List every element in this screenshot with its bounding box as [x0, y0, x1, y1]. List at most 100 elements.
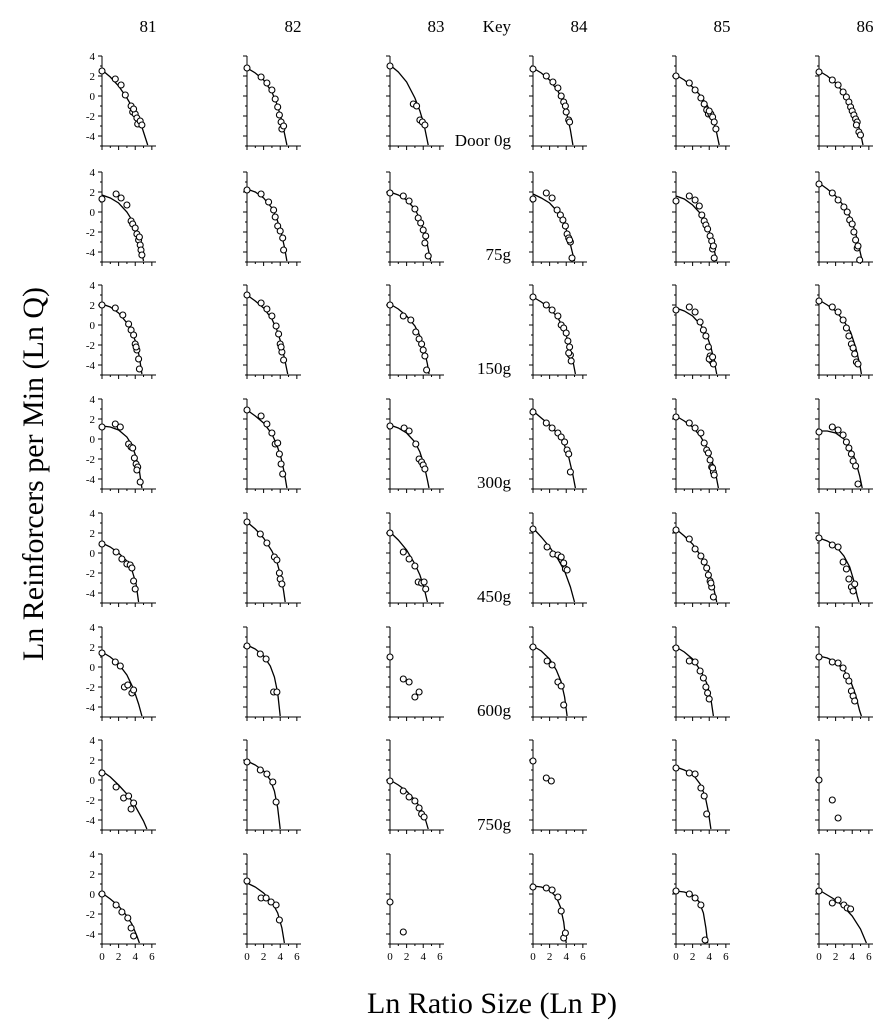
y-tick-label: 2	[90, 642, 96, 654]
panel: -4 -2 0 2 4	[86, 167, 156, 266]
panel: -4 -2 0 2 4	[86, 735, 156, 834]
data-point	[700, 792, 708, 800]
data-point	[691, 424, 699, 432]
x-tick-label: 0	[673, 951, 679, 963]
data-point	[839, 558, 847, 566]
data-point	[562, 329, 570, 337]
data-point	[839, 88, 847, 96]
data-point	[412, 440, 420, 448]
y-tick-label: -4	[86, 474, 96, 486]
panel	[386, 55, 444, 150]
data-point	[815, 428, 823, 436]
data-point	[265, 198, 273, 206]
panel	[386, 398, 444, 493]
data-point	[548, 886, 556, 894]
data-point	[549, 78, 557, 86]
data-point	[263, 305, 271, 313]
data-point	[709, 464, 717, 472]
y-tick-label: 4	[90, 508, 96, 520]
x-tick-label: 2	[690, 951, 696, 963]
panel: -4 -2 0 2 4	[86, 51, 156, 150]
data-point	[568, 254, 576, 262]
data-point	[421, 352, 429, 360]
x-tick-label: 4	[277, 951, 283, 963]
fit-curve	[532, 527, 576, 603]
data-point	[839, 664, 847, 672]
data-point	[125, 792, 133, 800]
data-point	[243, 406, 251, 414]
data-point	[685, 535, 693, 543]
x-tick-label: 2	[404, 951, 410, 963]
y-tick-label: 4	[90, 394, 96, 406]
data-point	[856, 256, 864, 264]
panel	[386, 171, 444, 266]
data-point	[672, 413, 680, 421]
fit-curve	[101, 651, 143, 717]
data-point	[529, 757, 537, 765]
data-point	[845, 332, 853, 340]
data-point	[548, 661, 556, 669]
data-point	[709, 353, 717, 361]
data-point	[557, 92, 565, 100]
panel	[672, 284, 730, 379]
data-point	[854, 242, 862, 250]
fit-curve	[101, 69, 149, 146]
data-point	[136, 478, 144, 486]
data-point	[685, 419, 693, 427]
data-point	[672, 887, 680, 895]
data-point	[542, 774, 550, 782]
data-point	[138, 251, 146, 259]
data-point	[700, 558, 708, 566]
data-point	[130, 331, 138, 339]
data-point	[243, 64, 251, 72]
panel	[815, 626, 873, 721]
fit-curve	[818, 889, 867, 944]
data-point	[710, 254, 718, 262]
data-point	[828, 189, 836, 197]
data-point	[705, 107, 713, 115]
y-tick-label: -4	[86, 929, 96, 941]
data-point	[131, 585, 139, 593]
data-point	[709, 242, 717, 250]
data-point	[707, 579, 715, 587]
data-point	[257, 412, 265, 420]
data-point	[263, 770, 271, 778]
data-point	[672, 306, 680, 314]
data-point	[268, 86, 276, 94]
data-point	[553, 206, 561, 214]
data-point	[691, 196, 699, 204]
data-point	[849, 344, 857, 352]
data-point	[856, 131, 865, 139]
panel	[529, 55, 587, 150]
data-point	[529, 195, 537, 203]
panel	[386, 512, 444, 607]
data-point	[828, 796, 836, 804]
data-point	[566, 343, 574, 351]
data-point	[420, 813, 428, 821]
y-tick-label: 2	[90, 300, 96, 312]
y-tick-label: 0	[90, 548, 96, 560]
data-point	[834, 659, 842, 667]
data-point	[834, 896, 842, 904]
data-point	[672, 764, 680, 772]
y-tick-label: 4	[90, 167, 96, 179]
data-point	[547, 777, 555, 785]
data-point	[828, 423, 836, 431]
x-tick-label: 2	[547, 951, 553, 963]
data-point	[119, 311, 127, 319]
data-point	[399, 548, 407, 556]
data-point	[529, 883, 537, 891]
data-point	[125, 320, 133, 328]
data-point	[112, 548, 120, 556]
x-tick-label: 6	[580, 951, 586, 963]
data-point	[849, 587, 857, 595]
data-point	[702, 683, 710, 691]
fit-curve	[246, 644, 281, 717]
panel: -4 -2 0 2 4	[86, 622, 156, 721]
x-tick-label: 6	[723, 951, 729, 963]
data-point	[386, 422, 394, 430]
data-point	[124, 681, 132, 689]
data-point	[280, 122, 288, 130]
data-point	[542, 189, 550, 197]
